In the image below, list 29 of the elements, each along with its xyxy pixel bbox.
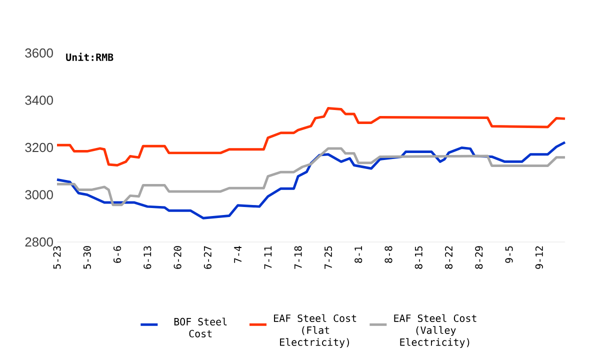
y-tick-label: 3200	[25, 142, 53, 152]
x-tick-label: 9-12	[535, 246, 543, 269]
x-tick-label: 7-4	[234, 246, 242, 263]
annotation: Unit:RMB	[66, 52, 114, 61]
legend-label: EAF Steel Cost (Valley Electricity)	[394, 314, 476, 348]
x-tick-label: 9-5	[505, 246, 513, 263]
x-tick-label: 5-30	[83, 246, 91, 269]
legend-label: EAF Steel Cost (Flat Electricity)	[274, 314, 356, 348]
y-tick-label: 2800	[25, 237, 53, 247]
x-tick-label: 7-25	[324, 246, 332, 269]
x-tick-label: 8-1	[354, 246, 362, 263]
x-tick-label: 6-20	[174, 246, 182, 269]
x-tick-label: 6-6	[114, 246, 122, 263]
y-tick-label: 3400	[25, 96, 53, 105]
x-tick-label: 8-15	[414, 246, 422, 269]
x-tick-label: 8-22	[444, 246, 453, 269]
x-tick-label: 7-11	[264, 246, 272, 269]
line-series	[56, 107, 566, 166]
line-series	[56, 147, 566, 206]
x-tick-label: 8-8	[384, 246, 392, 263]
y-tick-label: 3000	[25, 190, 53, 200]
x-tick-label: 8-29	[475, 246, 483, 269]
x-tick-label: 7-18	[294, 246, 302, 269]
x-tick-label: 5-23	[53, 246, 61, 269]
legend-label: BOF Steel Cost	[174, 318, 227, 338]
x-tick-label: 6-27	[204, 246, 212, 269]
line-series	[56, 141, 566, 220]
x-tick-label: 6-13	[144, 246, 152, 269]
y-tick-label: 3600	[25, 48, 53, 58]
